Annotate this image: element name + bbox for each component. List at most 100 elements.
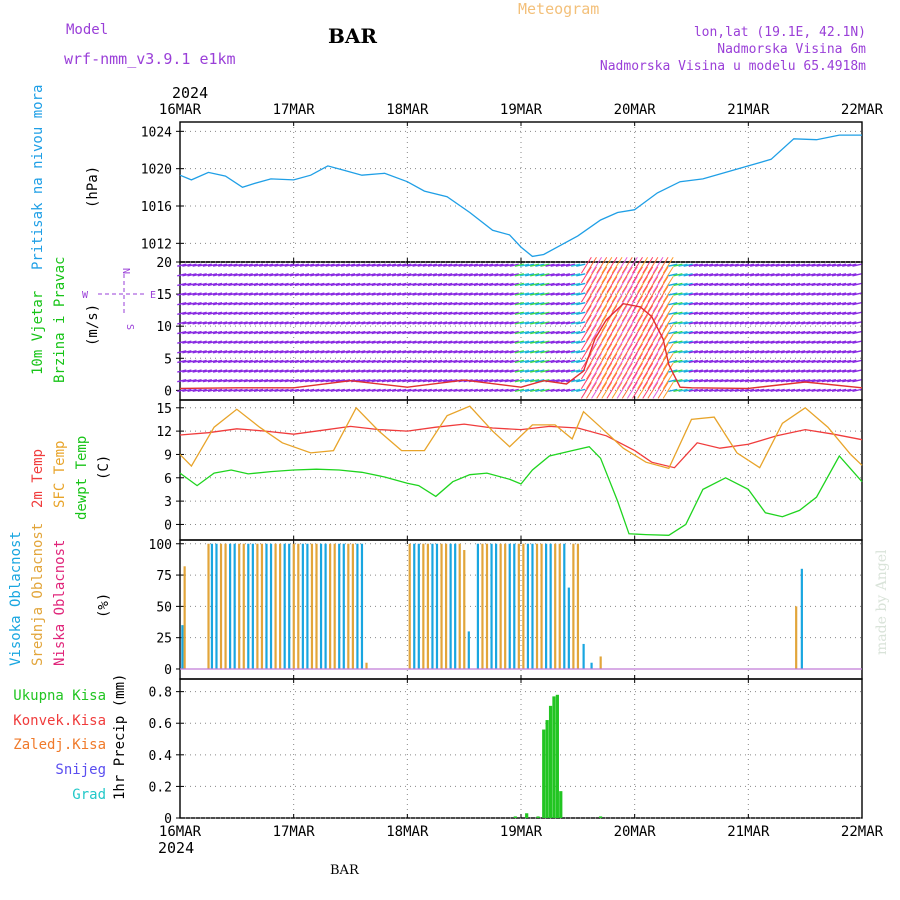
wind-barb (570, 311, 581, 316)
wind-barb (750, 359, 760, 364)
wind-barb (212, 282, 223, 287)
wind-barb (816, 379, 826, 383)
wind-barb (253, 340, 264, 344)
wind-barb (386, 282, 397, 287)
wind-barb (580, 295, 592, 312)
wind-barb (386, 263, 397, 267)
wind-barb (402, 263, 412, 267)
wind-barb (790, 340, 801, 344)
wind-barb (499, 369, 509, 373)
wind-barb (647, 343, 659, 361)
wind-barb (494, 350, 504, 354)
wind-barb (580, 343, 592, 361)
wind-barb (576, 273, 586, 277)
wind-barb (422, 340, 432, 344)
wind-barb (299, 292, 310, 296)
wind-barb (790, 350, 801, 354)
wind-barb (207, 311, 218, 316)
wind-barb (443, 302, 453, 306)
wind-barb (545, 263, 555, 267)
cloud-bar (572, 543, 575, 669)
wind-barb (668, 292, 678, 296)
wind-barb (299, 369, 310, 373)
precip-unit: 1hr Precip (mm) (112, 674, 128, 800)
model-label: Model (66, 22, 108, 38)
wind-barb (519, 273, 530, 277)
wind-barb (453, 263, 463, 267)
wind-barb (351, 263, 361, 267)
wind-barb (729, 292, 739, 296)
wind-barb (304, 388, 315, 393)
wind-barb (678, 388, 688, 393)
wind-barb (611, 285, 623, 303)
wind-barb (790, 369, 801, 373)
wind-barb (468, 330, 478, 335)
wind-barb (351, 388, 361, 393)
wind-barb (796, 340, 806, 344)
wind-barb (427, 340, 438, 344)
wind-barb (381, 330, 392, 335)
wind-barb (560, 282, 571, 287)
wind-barb (652, 343, 664, 361)
wind-barb (652, 305, 664, 322)
wind-barb (714, 350, 724, 354)
wind-barb (785, 350, 796, 354)
wind-barb (238, 282, 248, 287)
cloud-bar (265, 543, 268, 669)
wind-barb (463, 350, 473, 354)
wind-barb (463, 302, 473, 306)
cloud-y-tick-label: 100 (149, 538, 172, 553)
wind-barb (238, 379, 248, 383)
wind-barb (719, 273, 729, 277)
wind-barb (796, 273, 806, 277)
cloud-bar (306, 543, 309, 669)
wind-barb (218, 388, 228, 393)
wind-barb (407, 273, 417, 277)
wind-barb (724, 292, 734, 296)
wind-barb (831, 340, 842, 344)
wind-barb (801, 388, 811, 393)
wind-barb (264, 340, 274, 344)
wind-barb (202, 311, 213, 316)
wind-barb (847, 388, 857, 393)
temp-y-tick-label: 15 (156, 402, 172, 417)
wind-y-tick-label: 0 (164, 384, 172, 399)
wind-barb (233, 369, 243, 373)
year-top: 2024 (172, 84, 208, 102)
wind-barb (437, 282, 448, 287)
wind-barb (524, 311, 535, 316)
wind-barb (258, 311, 269, 316)
wind-barb (310, 302, 320, 306)
wind-barb (621, 333, 633, 351)
wind-barb (816, 340, 826, 344)
wind-barb (703, 302, 714, 306)
wind-barb (790, 321, 801, 325)
wind-barb (182, 292, 192, 296)
wind-barb (596, 333, 608, 351)
wind-barb (652, 324, 664, 341)
wind-barb (688, 350, 698, 354)
wind-barb (637, 372, 649, 390)
wind-barb (299, 302, 310, 306)
wind-barb (489, 273, 499, 277)
wind-barb (345, 292, 356, 296)
wind-barb (642, 295, 654, 312)
wind-barb (734, 379, 744, 383)
wind-barb (335, 388, 345, 393)
wind-barb (616, 266, 628, 284)
wind-barb (473, 369, 484, 373)
wind-barb (397, 302, 407, 306)
wind-barb (821, 273, 831, 277)
wind-barb (719, 340, 729, 344)
wind-barb (310, 273, 320, 277)
wind-barb (212, 302, 223, 306)
wind-barb (852, 350, 862, 354)
wind-barb (821, 359, 831, 364)
wind-barb (177, 321, 187, 325)
wind-barb (218, 273, 228, 277)
wind-barb (785, 321, 796, 325)
wind-barb (427, 273, 438, 277)
wind-barb (330, 282, 340, 287)
wind-barb (693, 388, 704, 393)
wind-barb (463, 282, 473, 287)
